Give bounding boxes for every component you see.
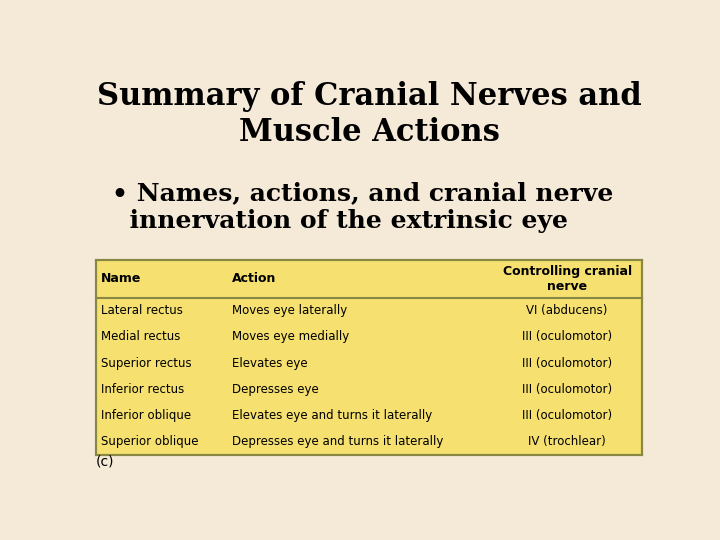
Text: VI (abducens): VI (abducens): [526, 304, 608, 317]
Text: Moves eye medially: Moves eye medially: [233, 330, 349, 343]
FancyBboxPatch shape: [96, 260, 642, 455]
Text: III (oculomotor): III (oculomotor): [522, 356, 612, 370]
Text: (c): (c): [96, 454, 114, 468]
Text: Controlling cranial
nerve: Controlling cranial nerve: [503, 265, 631, 293]
Text: Name: Name: [101, 273, 142, 286]
Text: Superior oblique: Superior oblique: [101, 435, 199, 448]
Text: Lateral rectus: Lateral rectus: [101, 304, 183, 317]
Text: Medial rectus: Medial rectus: [101, 330, 181, 343]
Text: Action: Action: [233, 273, 276, 286]
Text: III (oculomotor): III (oculomotor): [522, 330, 612, 343]
Text: III (oculomotor): III (oculomotor): [522, 383, 612, 396]
Text: • Names, actions, and cranial nerve
  innervation of the extrinsic eye: • Names, actions, and cranial nerve inne…: [112, 181, 613, 233]
Text: Inferior oblique: Inferior oblique: [101, 409, 192, 422]
Text: Depresses eye: Depresses eye: [233, 383, 319, 396]
Text: Depresses eye and turns it laterally: Depresses eye and turns it laterally: [233, 435, 444, 448]
Text: Summary of Cranial Nerves and
Muscle Actions: Summary of Cranial Nerves and Muscle Act…: [96, 82, 642, 148]
Text: III (oculomotor): III (oculomotor): [522, 409, 612, 422]
Text: Inferior rectus: Inferior rectus: [101, 383, 184, 396]
Text: Moves eye laterally: Moves eye laterally: [233, 304, 348, 317]
Text: Elevates eye and turns it laterally: Elevates eye and turns it laterally: [233, 409, 433, 422]
Text: Superior rectus: Superior rectus: [101, 356, 192, 370]
Text: IV (trochlear): IV (trochlear): [528, 435, 606, 448]
Text: Elevates eye: Elevates eye: [233, 356, 308, 370]
